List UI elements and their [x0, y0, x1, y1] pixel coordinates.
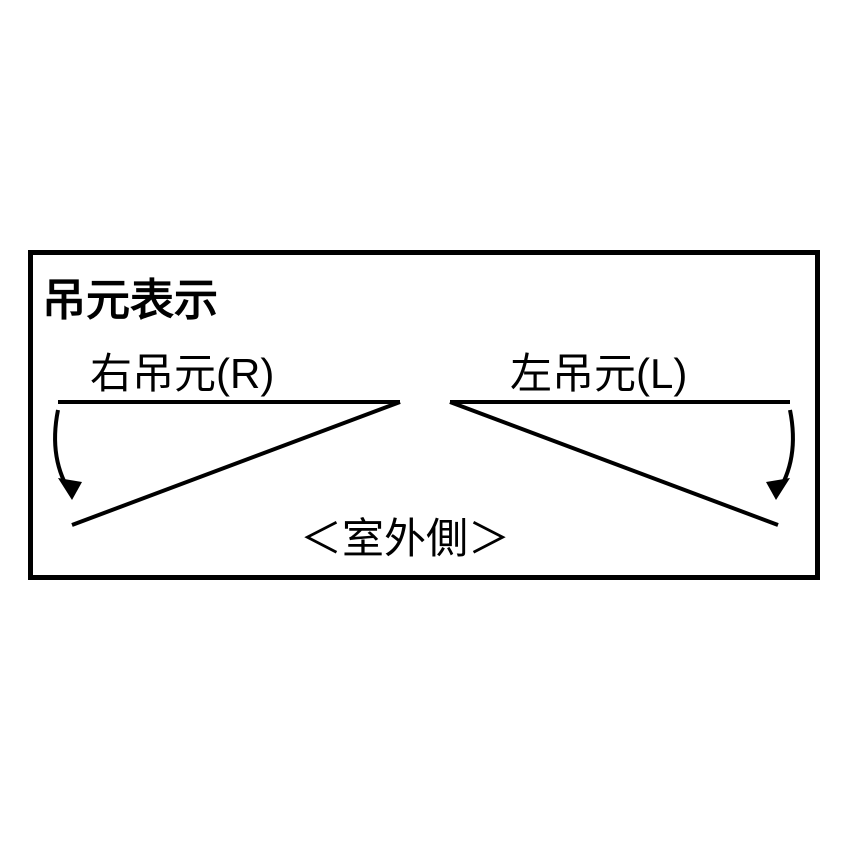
- right-hinge-arrowhead: [58, 478, 82, 500]
- left-hinge-swing-line: [450, 402, 778, 525]
- hinge-diagram-svg: [0, 0, 846, 846]
- left-hinge-arrowhead: [766, 478, 790, 500]
- right-hinge-swing-line: [72, 402, 400, 525]
